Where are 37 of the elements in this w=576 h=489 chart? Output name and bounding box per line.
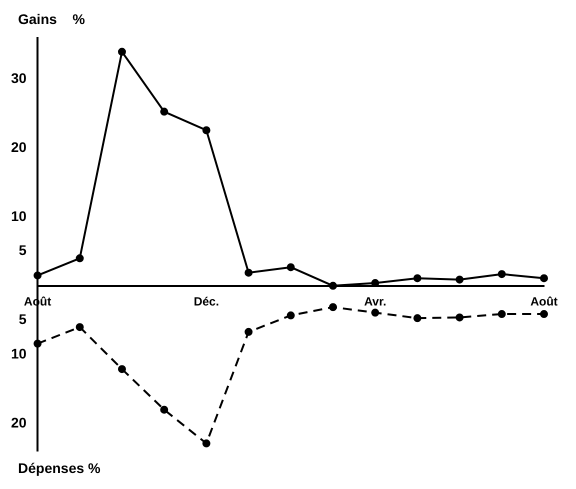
y-tick-label: 10 [10, 345, 27, 362]
x-tick-label: Déc. [194, 294, 220, 308]
y-tick-label: 5 [18, 242, 27, 258]
point [328, 282, 337, 290]
y-tick-label: 20 [10, 414, 27, 430]
point [76, 254, 84, 262]
point [456, 276, 464, 284]
point [202, 126, 210, 134]
point [456, 313, 464, 322]
y-tick-label: 5 [18, 311, 27, 328]
point [244, 268, 253, 277]
y-tick-label: 20 [10, 138, 27, 155]
point [371, 308, 380, 317]
point [540, 274, 548, 282]
point [118, 365, 126, 374]
point [498, 310, 506, 318]
point [413, 274, 422, 282]
point [328, 303, 337, 312]
point [34, 271, 42, 280]
point [76, 323, 84, 332]
x-tick-label: Avr. [364, 294, 386, 308]
text: Dépenses % [18, 460, 102, 476]
point [202, 439, 210, 448]
point [118, 48, 126, 56]
y-tick-label: 30 [10, 70, 27, 86]
point [34, 340, 42, 348]
point [286, 311, 295, 320]
point [286, 263, 295, 272]
point [540, 310, 548, 318]
x-tick-label: Août [530, 294, 558, 308]
point [160, 108, 168, 116]
point [413, 314, 422, 322]
point [244, 328, 253, 336]
point [160, 406, 168, 414]
point [498, 270, 506, 278]
text: Gains % [18, 10, 86, 27]
y-tick-label: 10 [10, 208, 27, 224]
